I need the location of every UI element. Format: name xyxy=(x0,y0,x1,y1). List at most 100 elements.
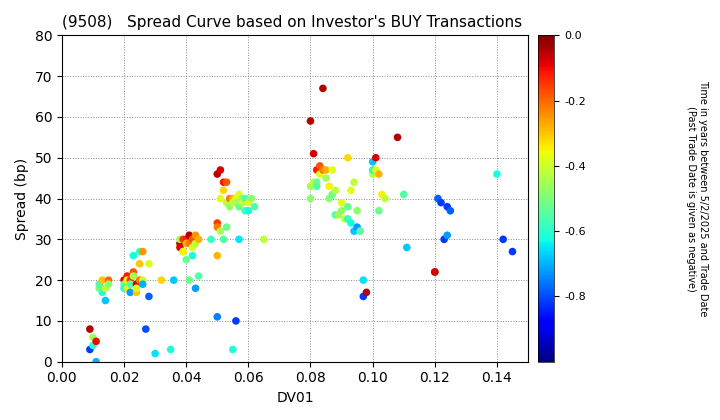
Point xyxy=(342,155,354,161)
Point xyxy=(94,285,105,291)
Point xyxy=(342,203,354,210)
Point xyxy=(398,191,410,198)
Point xyxy=(221,179,233,186)
Point xyxy=(212,171,223,177)
Point xyxy=(249,203,261,210)
Point xyxy=(345,187,356,194)
Point xyxy=(358,277,369,284)
Point xyxy=(320,167,332,173)
Point xyxy=(184,232,195,239)
Point xyxy=(345,220,356,226)
Point xyxy=(143,260,155,267)
Point xyxy=(336,199,347,206)
Point xyxy=(177,248,189,255)
Point xyxy=(217,187,229,194)
Point xyxy=(186,236,198,243)
Point xyxy=(227,199,238,206)
Point xyxy=(401,244,413,251)
Point xyxy=(305,118,316,124)
Point xyxy=(127,269,139,276)
Point xyxy=(333,212,344,218)
Point xyxy=(212,252,223,259)
Point xyxy=(354,228,366,234)
Point xyxy=(314,171,325,177)
Point xyxy=(103,281,114,288)
Point xyxy=(240,207,251,214)
X-axis label: DV01: DV01 xyxy=(276,391,314,405)
Point xyxy=(348,179,360,186)
Point xyxy=(87,342,99,349)
Point xyxy=(236,199,248,206)
Point xyxy=(339,215,351,222)
Point xyxy=(258,236,270,243)
Text: (9508)   Spread Curve based on Investor's BUY Transactions: (9508) Spread Curve based on Investor's … xyxy=(62,15,522,30)
Point xyxy=(318,167,329,173)
Point xyxy=(137,281,148,288)
Point xyxy=(118,281,130,288)
Point xyxy=(190,240,202,247)
Point xyxy=(367,158,379,165)
Point xyxy=(184,277,195,284)
Point xyxy=(323,195,335,202)
Point xyxy=(96,277,108,284)
Point xyxy=(149,350,161,357)
Point xyxy=(367,167,379,173)
Point xyxy=(498,236,509,243)
Point xyxy=(436,199,447,206)
Point xyxy=(243,207,254,214)
Point xyxy=(137,248,148,255)
Point xyxy=(308,179,320,186)
Point xyxy=(143,293,155,300)
Point xyxy=(236,195,248,202)
Point xyxy=(227,346,238,353)
Point xyxy=(94,281,105,288)
Point xyxy=(308,150,320,157)
Point xyxy=(441,203,453,210)
Point xyxy=(438,236,450,243)
Point xyxy=(320,175,332,181)
Point xyxy=(342,215,354,222)
Point xyxy=(227,195,238,202)
Point xyxy=(217,179,229,186)
Point xyxy=(233,191,245,198)
Point xyxy=(186,244,198,251)
Point xyxy=(432,195,444,202)
Point xyxy=(318,85,329,92)
Point xyxy=(377,191,388,198)
Point xyxy=(215,195,226,202)
Point xyxy=(134,260,145,267)
Point xyxy=(131,285,143,291)
Point xyxy=(429,269,441,276)
Point xyxy=(361,289,372,296)
Point xyxy=(429,269,441,276)
Point xyxy=(125,281,136,288)
Point xyxy=(314,163,325,169)
Point xyxy=(311,179,323,186)
Point xyxy=(444,207,456,214)
Point xyxy=(212,220,223,226)
Point xyxy=(205,236,217,243)
Point xyxy=(190,285,202,291)
Point xyxy=(491,171,503,177)
Point xyxy=(221,224,233,231)
Point xyxy=(348,228,360,234)
Point xyxy=(118,285,130,291)
Point xyxy=(125,277,136,284)
Point xyxy=(379,195,391,202)
Point xyxy=(140,326,152,333)
Point xyxy=(305,183,316,190)
Point xyxy=(326,167,338,173)
Point xyxy=(212,313,223,320)
Point xyxy=(184,240,195,247)
Point xyxy=(373,171,384,177)
Point xyxy=(224,203,235,210)
Point xyxy=(122,285,133,291)
Point xyxy=(305,195,316,202)
Point xyxy=(230,195,242,202)
Point xyxy=(181,236,192,243)
Point xyxy=(174,236,186,243)
Point xyxy=(233,236,245,243)
Y-axis label: Spread (bp): Spread (bp) xyxy=(15,158,29,239)
Point xyxy=(168,277,179,284)
Point xyxy=(84,346,96,353)
